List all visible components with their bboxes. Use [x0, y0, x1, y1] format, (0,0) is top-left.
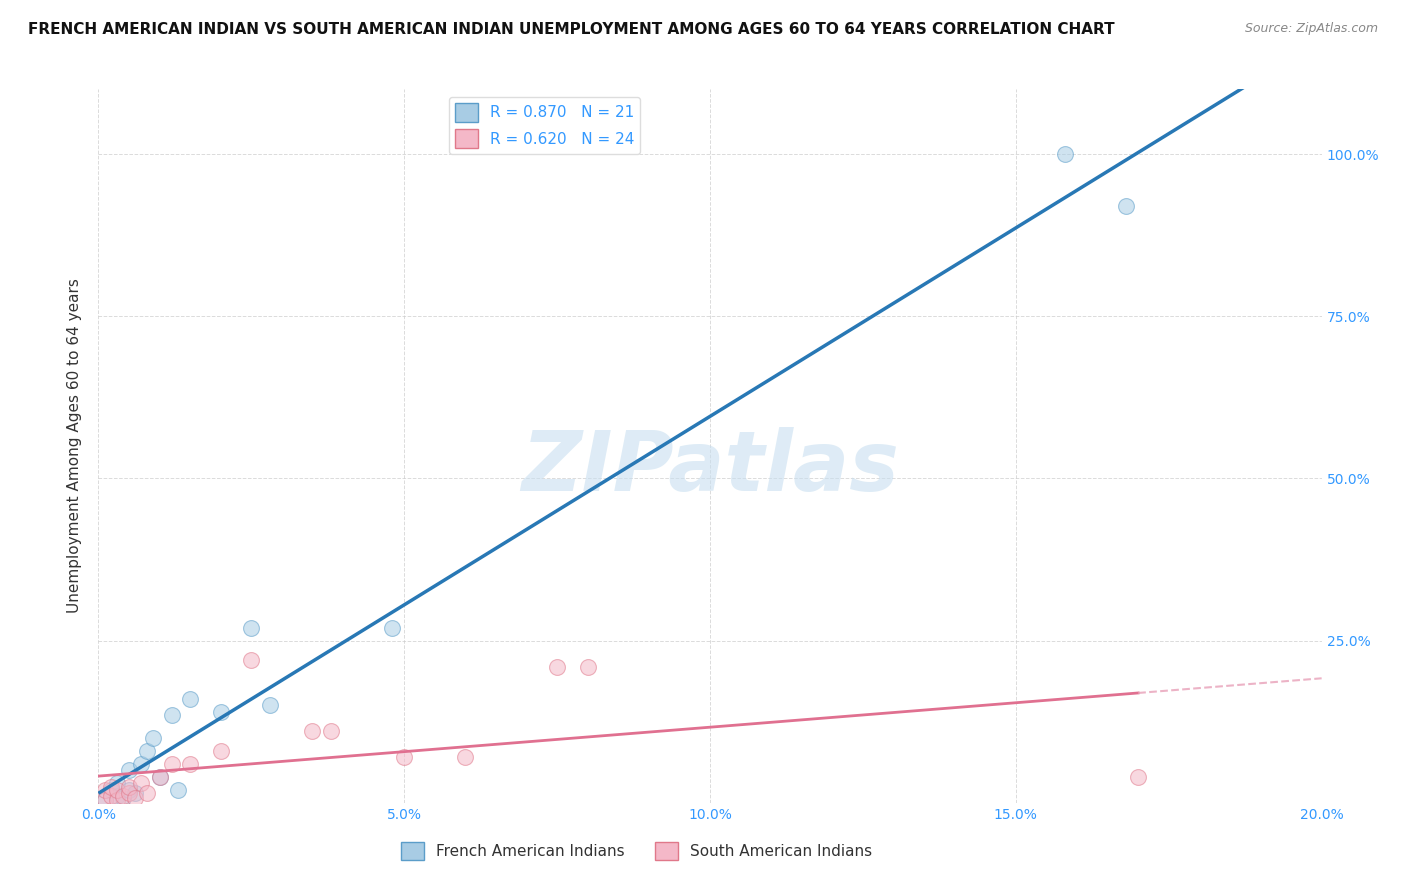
Point [105, 776, 128, 790]
Point [105, 792, 128, 806]
Point [100, 789, 122, 804]
Point [240, 621, 263, 635]
Point [454, 750, 477, 764]
Point [1053, 147, 1076, 161]
Point [392, 750, 416, 764]
Point [1115, 199, 1137, 213]
Point [167, 782, 190, 797]
Point [124, 790, 146, 805]
Point [546, 659, 568, 673]
Point [259, 698, 281, 713]
Point [319, 724, 342, 739]
Text: ZIPatlas: ZIPatlas [522, 427, 898, 508]
Point [124, 786, 146, 800]
Point [149, 770, 172, 784]
Text: FRENCH AMERICAN INDIAN VS SOUTH AMERICAN INDIAN UNEMPLOYMENT AMONG AGES 60 TO 64: FRENCH AMERICAN INDIAN VS SOUTH AMERICAN… [28, 22, 1115, 37]
Point [105, 782, 128, 797]
Point [129, 756, 152, 771]
Point [118, 764, 141, 778]
Point [118, 786, 141, 800]
Point [111, 790, 134, 805]
Point [118, 780, 141, 794]
Point [118, 782, 141, 797]
Point [93, 782, 115, 797]
Point [129, 776, 152, 790]
Point [381, 621, 404, 635]
Point [111, 789, 134, 804]
Text: Source: ZipAtlas.com: Source: ZipAtlas.com [1244, 22, 1378, 36]
Point [240, 653, 263, 667]
Point [93, 792, 115, 806]
Point [160, 708, 183, 723]
Y-axis label: Unemployment Among Ages 60 to 64 years: Unemployment Among Ages 60 to 64 years [67, 278, 83, 614]
Point [136, 744, 159, 758]
Point [160, 756, 183, 771]
Legend: French American Indians, South American Indians: French American Indians, South American … [395, 836, 879, 866]
Point [179, 756, 201, 771]
Point [149, 770, 172, 784]
Point [100, 782, 122, 797]
Point [301, 724, 323, 739]
Point [105, 789, 128, 804]
Point [142, 731, 165, 745]
Point [576, 659, 599, 673]
Point [179, 692, 201, 706]
Point [209, 705, 232, 719]
Point [136, 786, 159, 800]
Point [1128, 770, 1150, 784]
Point [209, 744, 232, 758]
Point [93, 792, 115, 806]
Point [100, 780, 122, 794]
